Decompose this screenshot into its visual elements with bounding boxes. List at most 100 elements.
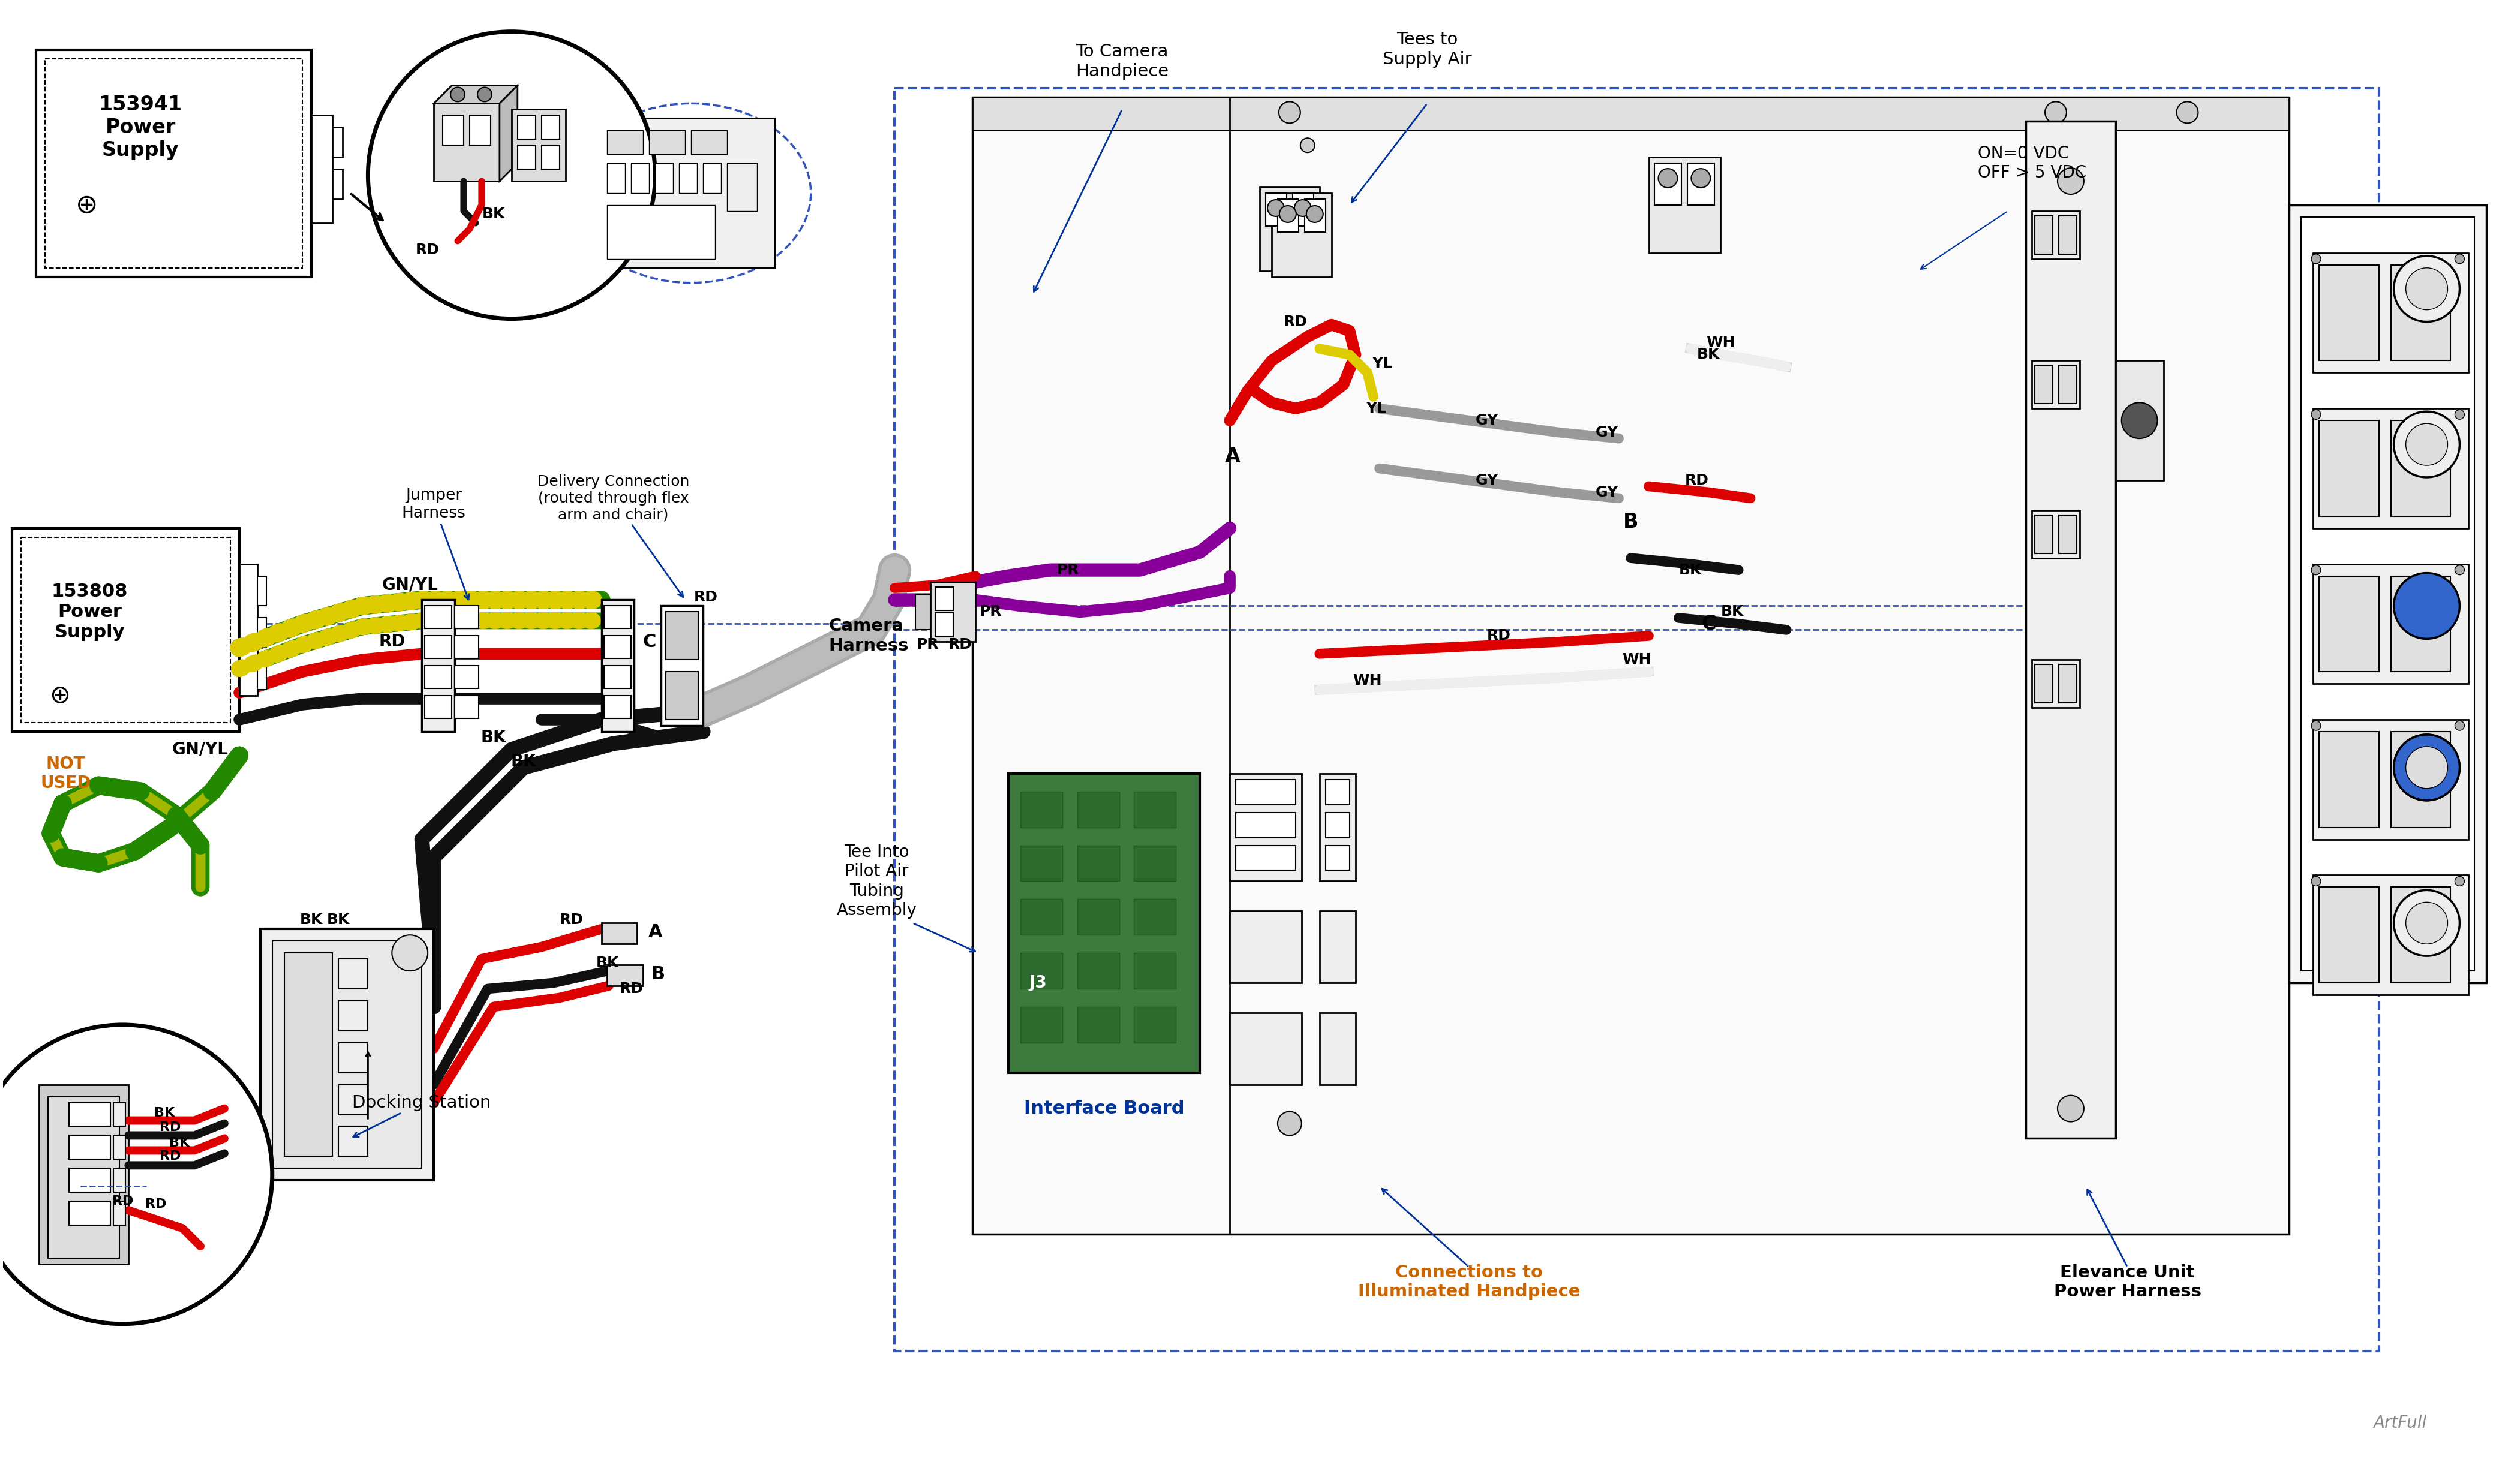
Bar [1021,953,1063,988]
Circle shape [476,88,491,101]
Bar [1021,1007,1063,1042]
Text: Delivery Connection
(routed through flex
arm and chair): Delivery Connection (routed through flex… [537,474,690,596]
Bar [665,671,698,719]
Bar [2318,265,2379,361]
Bar [1293,193,1313,227]
Bar [517,115,537,139]
Bar [2034,216,2054,254]
Circle shape [1305,206,1323,222]
Bar [607,965,643,985]
Text: 153808
Power
Supply: 153808 Power Supply [50,583,129,640]
Bar [2034,515,2054,553]
Bar [602,599,635,731]
Bar [2059,216,2076,254]
Text: ⊕: ⊕ [50,683,71,708]
Bar [895,88,2379,1351]
Text: 153941
Power
Supply: 153941 Power Supply [98,95,181,161]
Bar [48,1096,118,1259]
Circle shape [2454,876,2465,886]
Bar [1320,773,1356,882]
Bar [454,696,479,718]
Bar [1008,773,1200,1073]
Bar [426,636,451,658]
Circle shape [2394,890,2460,956]
Bar [1076,953,1119,988]
Bar [915,594,930,630]
Bar [2313,719,2470,839]
Bar [1134,845,1177,882]
Bar [2318,731,2379,827]
Bar [2034,665,2054,703]
Bar [113,1168,126,1193]
Bar [338,1085,368,1114]
Bar [1134,791,1177,827]
Bar [113,1202,126,1225]
Circle shape [2394,573,2460,639]
Bar [45,58,302,268]
Bar [68,1102,111,1127]
Bar [935,613,953,637]
Text: BK: BK [481,206,504,221]
Circle shape [368,32,655,319]
Bar [68,1202,111,1225]
Circle shape [2177,101,2197,123]
Bar [605,665,633,689]
Bar [973,98,2288,1234]
Circle shape [451,88,464,101]
Bar [68,1136,111,1159]
Bar [650,130,685,154]
Circle shape [2394,734,2460,800]
Circle shape [1658,168,1678,187]
Bar [1326,813,1351,838]
Bar [1134,1007,1177,1042]
Text: Jumper
Harness: Jumper Harness [401,487,469,599]
Text: BK: BK [1696,348,1721,363]
Bar [1230,911,1303,982]
Text: RD: RD [1686,474,1709,487]
Text: Camera
Harness: Camera Harness [829,618,910,654]
Bar [935,586,953,611]
Bar [1076,845,1119,882]
Text: GN/YL: GN/YL [381,576,438,594]
Text: YL: YL [1366,401,1386,415]
Bar [665,613,698,659]
Text: GY: GY [1595,425,1618,440]
Text: RD: RD [948,637,973,652]
Text: BK: BK [481,730,507,746]
Bar [2313,564,2470,684]
Bar [2313,876,2470,994]
Text: Tees to
Supply Air: Tees to Supply Air [1383,31,1472,67]
Text: RD: RD [159,1151,181,1162]
Bar [2313,408,2470,528]
Bar [1265,193,1288,227]
Bar [607,205,716,259]
Bar [1305,199,1326,232]
Circle shape [2394,734,2460,800]
Circle shape [2311,566,2321,575]
Text: RD: RD [1283,314,1308,329]
Bar [1326,779,1351,804]
Circle shape [393,936,428,971]
Bar [2031,510,2079,558]
Circle shape [2311,254,2321,263]
Bar [338,1127,368,1156]
Text: GN/YL: GN/YL [171,741,229,757]
Bar [2059,515,2076,553]
Text: Elevance Unit
Power Harness: Elevance Unit Power Harness [2054,1265,2202,1300]
Text: RD: RD [378,633,406,651]
Circle shape [0,1025,272,1325]
Bar [285,953,333,1156]
Bar [426,665,451,689]
Bar [1076,899,1119,936]
Polygon shape [499,85,517,181]
Text: C: C [643,633,655,651]
Bar [113,1136,126,1159]
Circle shape [1295,200,1310,216]
Circle shape [1278,1111,1303,1136]
Text: GY: GY [1477,414,1499,428]
Bar [680,164,698,193]
Bar [333,127,343,158]
Bar [1235,845,1295,870]
Bar [338,1042,368,1073]
Bar [257,618,267,648]
